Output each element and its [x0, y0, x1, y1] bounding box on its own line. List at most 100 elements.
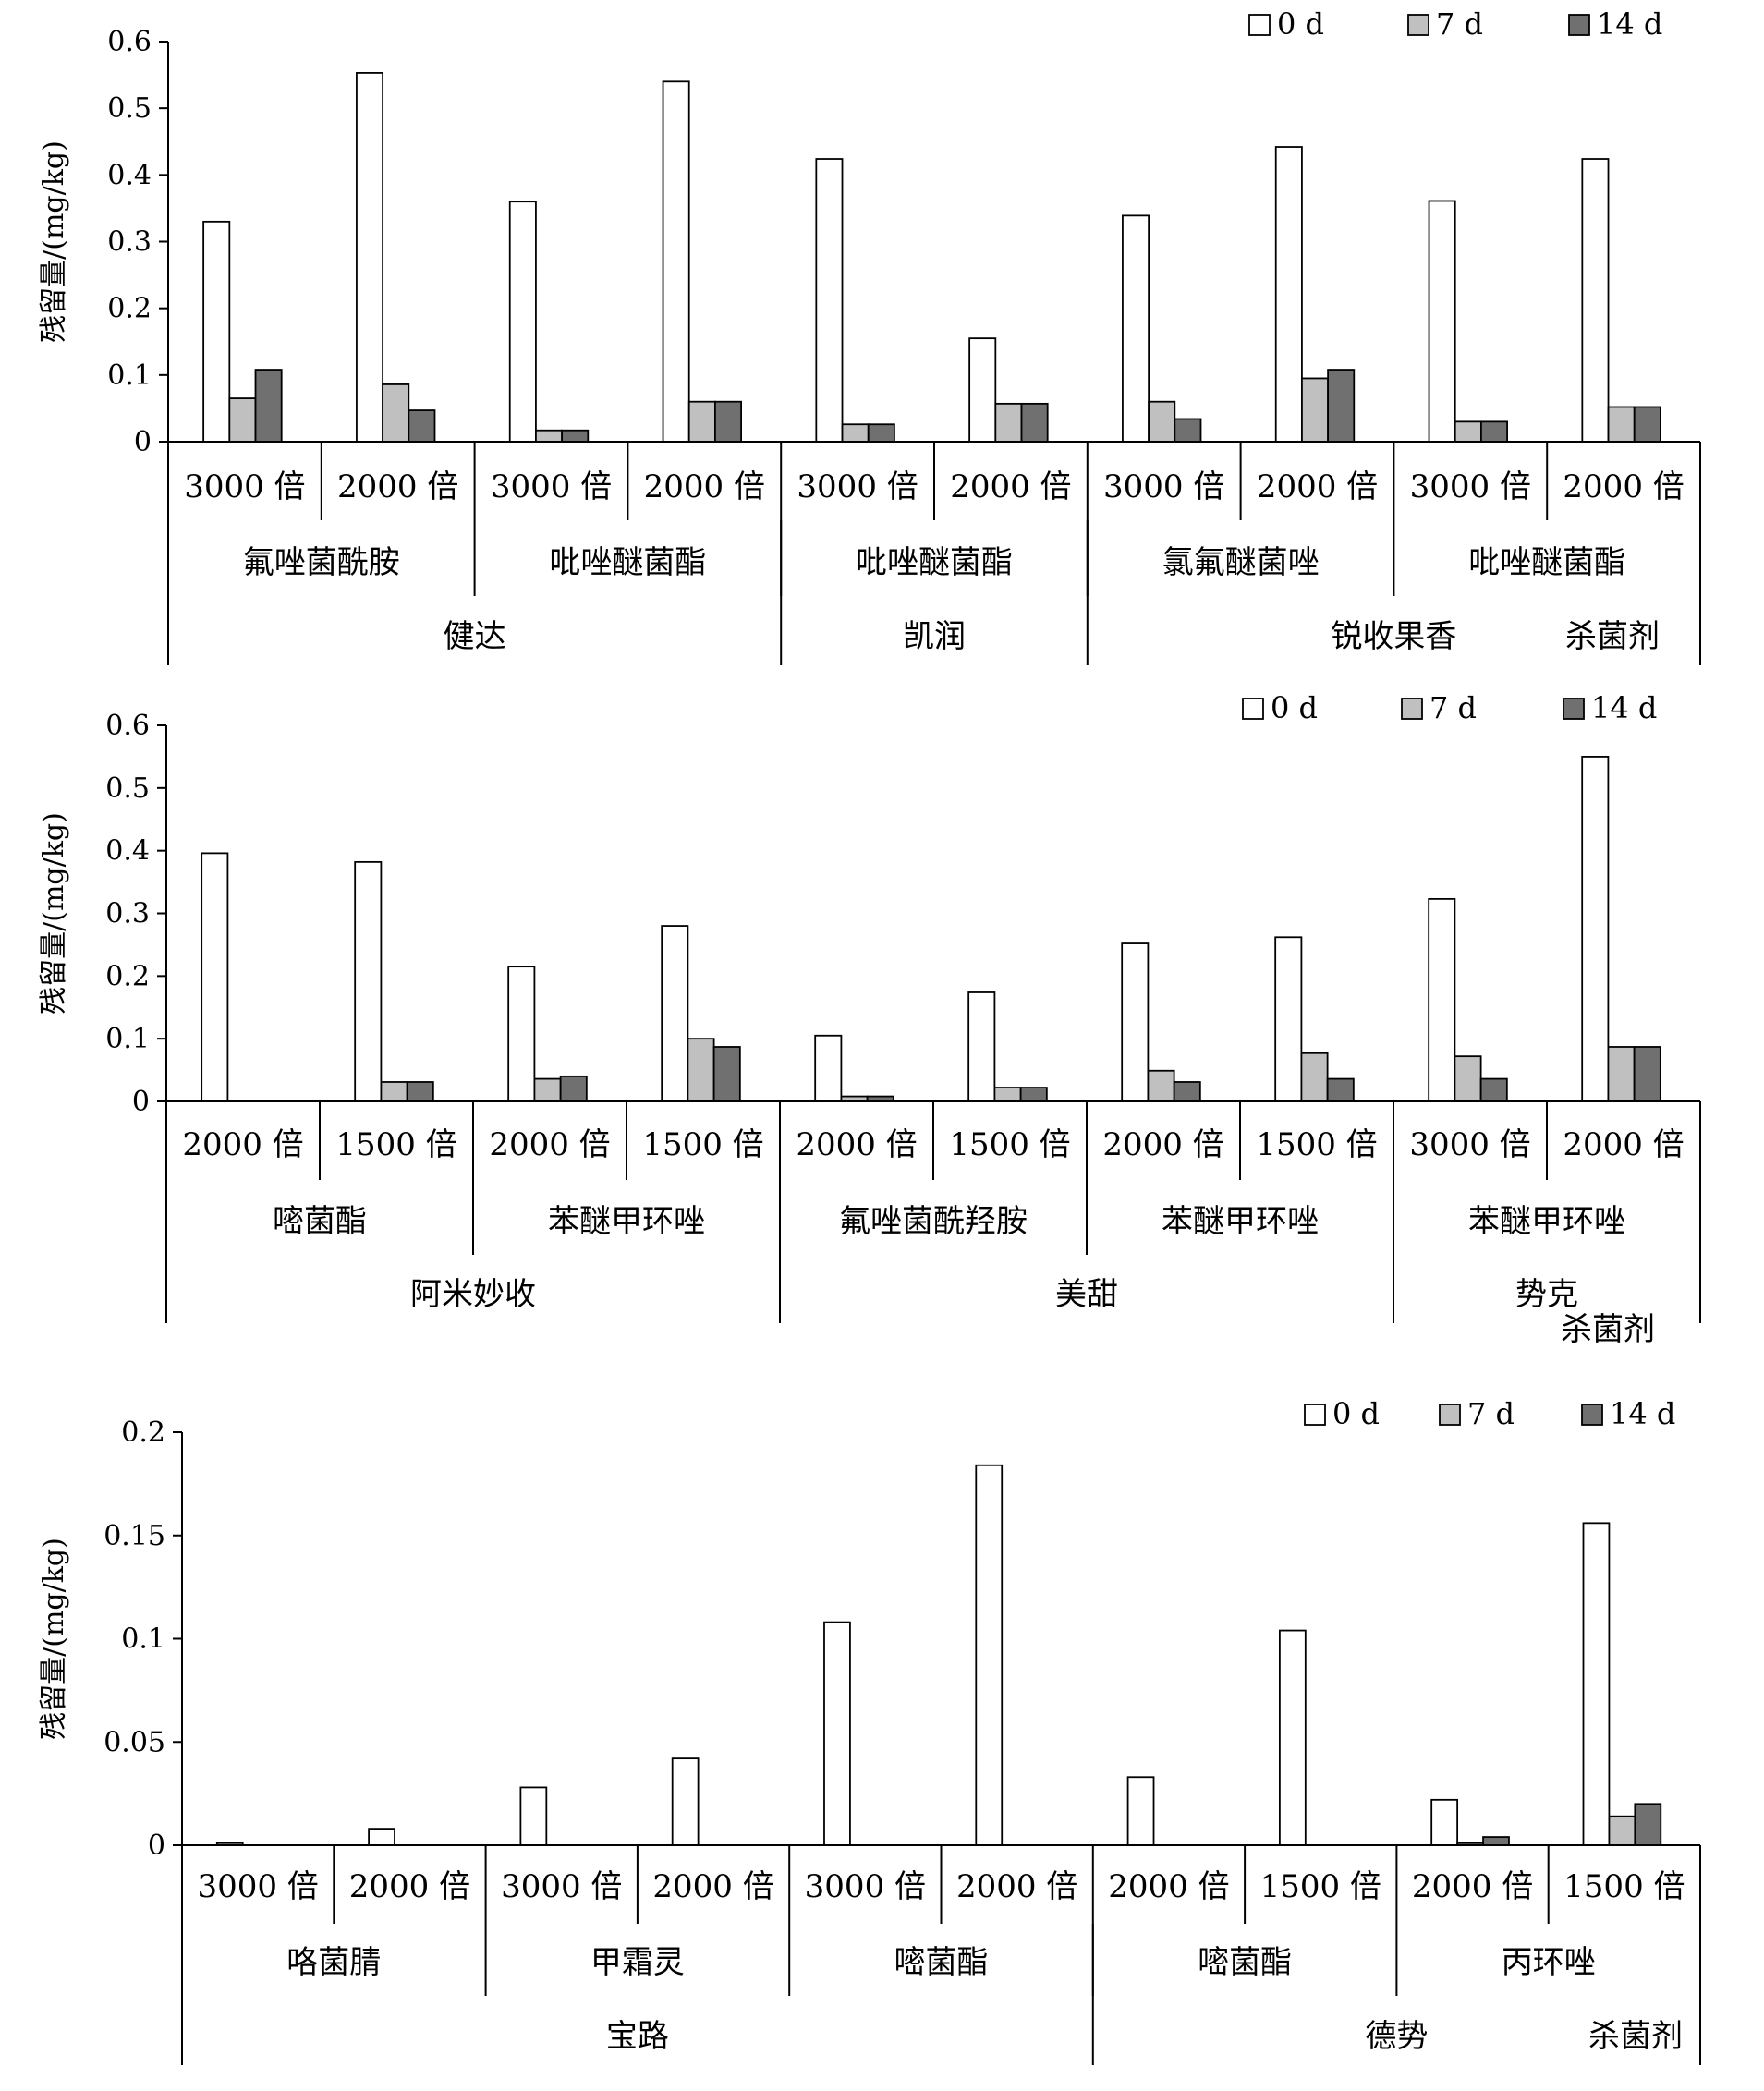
- bar-7d-2: [382, 383, 410, 443]
- bar-14d-2: [406, 1081, 434, 1102]
- category-label: 2000 倍: [1257, 468, 1378, 505]
- bar-7d-4: [687, 1038, 715, 1102]
- product-label: 阿米妙收: [410, 1276, 536, 1313]
- bar-0d-8: [1278, 1629, 1307, 1846]
- bar-7d-4: [687, 400, 716, 443]
- bar-0d-6: [975, 1464, 1004, 1846]
- bar-14d-1: [254, 369, 283, 443]
- legend-swatch: [1563, 698, 1585, 720]
- legend-swatch: [1401, 698, 1423, 720]
- group-label: 咯菌腈: [286, 1944, 381, 1981]
- product-label: 美甜: [1055, 1276, 1118, 1313]
- bar-7d-1: [228, 397, 257, 443]
- product-label: 健达: [444, 618, 506, 655]
- bar-0d-3: [519, 1786, 548, 1846]
- legend-entry: 0 d: [1332, 1396, 1380, 1431]
- y-tick-label: 0.6: [105, 710, 150, 742]
- bar-7d-3: [535, 429, 564, 443]
- y-tick-label: 0.1: [105, 1023, 150, 1055]
- bar-14d-8: [1327, 369, 1356, 443]
- y-tick-label: 0.5: [107, 92, 152, 125]
- legend-swatch: [1242, 698, 1264, 720]
- bar-14d-10: [1634, 1803, 1662, 1846]
- group-label: 苯醚甲环唑: [1468, 1203, 1625, 1240]
- legend-swatch: [1568, 14, 1590, 36]
- legend-swatch: [1407, 14, 1429, 36]
- y-axis-label: 残留量/(mg/kg): [38, 812, 70, 1015]
- group-label: 吡唑醚菌酯: [856, 544, 1013, 581]
- bar-7d-8: [1301, 377, 1330, 443]
- bar-0d-3: [508, 201, 537, 443]
- category-label: 3000 倍: [491, 468, 612, 505]
- bar-14d-10: [1633, 406, 1661, 443]
- category-label: 2000 倍: [1108, 1868, 1229, 1905]
- y-tick-label: 0.05: [103, 1726, 165, 1758]
- y-tick-label: 0: [132, 1086, 150, 1118]
- bar-14d-7: [1174, 418, 1202, 443]
- category-label: 1500 倍: [1563, 1868, 1685, 1905]
- category-label: 3000 倍: [197, 1868, 318, 1905]
- group-label: 氯氟醚菌唑: [1162, 544, 1320, 581]
- y-axis-label: 残留量/(mg/kg): [38, 1538, 70, 1740]
- category-label: 2000 倍: [956, 1868, 1077, 1905]
- bar-0d-10: [1581, 158, 1610, 443]
- bar-0d-8: [1274, 146, 1303, 443]
- product-label: 势克: [1515, 1276, 1578, 1313]
- group-label: 甲霜灵: [590, 1944, 685, 1981]
- bar-7d-10: [1607, 406, 1636, 443]
- category-label: 1500 倍: [949, 1126, 1070, 1163]
- y-tick-label: 0.15: [103, 1520, 165, 1552]
- group-label: 丙环唑: [1502, 1944, 1596, 1981]
- y-tick-label: 0.4: [105, 835, 150, 868]
- bar-14d-2: [408, 409, 436, 443]
- bar-0d-6: [967, 991, 996, 1102]
- category-label: 3000 倍: [1409, 1126, 1530, 1163]
- y-tick-label: 0.2: [107, 293, 152, 325]
- bar-7d-7: [1148, 400, 1176, 443]
- group-label: 苯醚甲环唑: [1162, 1203, 1319, 1240]
- bar-0d-1: [201, 852, 229, 1102]
- bar-0d-7: [1121, 942, 1150, 1102]
- y-tick-label: 0.4: [107, 159, 152, 191]
- bar-0d-1: [202, 220, 231, 443]
- bar-0d-3: [507, 966, 536, 1102]
- legend-entry: 7 d: [1436, 6, 1483, 42]
- y-tick-label: 0.5: [105, 772, 150, 805]
- group-label: 苯醚甲环唑: [548, 1203, 705, 1240]
- group-label: 氟唑菌酰胺: [243, 544, 400, 581]
- bar-14d-10: [1633, 1046, 1661, 1102]
- product-label: 宝路: [606, 2018, 669, 2055]
- legend-swatch: [1439, 1404, 1461, 1426]
- bar-7d-10: [1608, 1815, 1636, 1846]
- bar-14d-3: [559, 1075, 588, 1102]
- category-label: 2000 倍: [337, 468, 458, 505]
- bar-0d-4: [662, 80, 690, 443]
- y-tick-label: 0: [148, 1830, 165, 1862]
- legend-entry: 14 d: [1591, 690, 1657, 725]
- y-tick-label: 0.1: [107, 359, 152, 392]
- category-label: 2000 倍: [1102, 1126, 1223, 1163]
- bar-14d-5: [867, 423, 895, 443]
- bar-0d-9: [1430, 1798, 1459, 1846]
- category-label: 2000 倍: [1563, 1126, 1684, 1163]
- legend-entry: 0 d: [1271, 690, 1318, 725]
- product-label: 德势: [1365, 2018, 1428, 2055]
- category-label: 2000 倍: [652, 1868, 773, 1905]
- bar-0d-2: [368, 1828, 395, 1846]
- category-label: 2000 倍: [644, 468, 765, 505]
- bar-0d-5: [815, 158, 844, 443]
- category-label: 2000 倍: [1412, 1868, 1533, 1905]
- category-label: 2000 倍: [182, 1126, 303, 1163]
- category-label: 1500 倍: [1256, 1126, 1377, 1163]
- chart-1: 0 0.1 0.2 0.3 0.4 0.5 0.6 残留量/(mg/kg) 3000 倍 2000…: [38, 6, 1701, 665]
- group-label: 嘧菌酯: [894, 1944, 989, 1981]
- group-label: 吡唑醚菌酯: [549, 544, 706, 581]
- category-label: 2000 倍: [1563, 468, 1684, 505]
- category-label: 2000 倍: [349, 1868, 470, 1905]
- bar-7d-5: [841, 423, 870, 443]
- bar-0d-7: [1126, 1776, 1155, 1846]
- bar-0d-10: [1582, 1522, 1611, 1846]
- bar-0d-10: [1581, 756, 1610, 1102]
- category-label: 1500 倍: [335, 1126, 456, 1163]
